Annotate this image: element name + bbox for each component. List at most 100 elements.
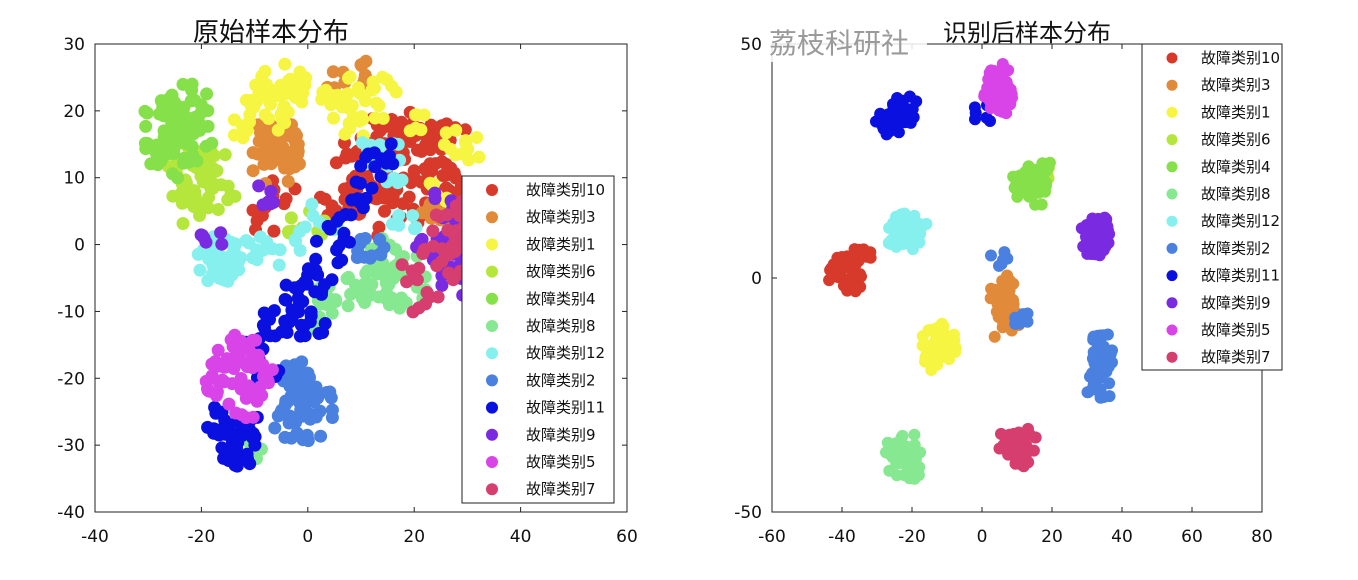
- scatter-point: [275, 403, 289, 417]
- scatter-point: [399, 296, 413, 310]
- legend-label: 故障类别6: [526, 263, 596, 281]
- scatter-point: [395, 173, 409, 187]
- legend-marker: [486, 374, 498, 387]
- series-group: [138, 77, 219, 185]
- scatter-point: [318, 317, 332, 330]
- series-group: [268, 232, 391, 448]
- scatter-point: [310, 234, 323, 248]
- legend-label: 故障类别1: [1201, 103, 1271, 121]
- chart-panel-original: -40 -20 0 20 40 60 -40 -30 -20 -10 0 10 20 30 原始样本分布 故障…: [0, 0, 679, 576]
- scatter-point: [355, 136, 369, 150]
- scatter-point: [325, 306, 339, 320]
- scatter-point: [199, 139, 213, 153]
- scatter-point: [1021, 315, 1034, 328]
- scatter-point: [886, 451, 899, 464]
- scatter-point: [896, 107, 909, 120]
- watermark-text: 荔枝科研社: [769, 22, 928, 62]
- scatter-point: [288, 150, 302, 164]
- scatter-point: [385, 291, 399, 305]
- scatter-point: [417, 108, 431, 122]
- scatter-point: [985, 282, 998, 295]
- y-tick-label: 20: [63, 102, 85, 122]
- scatter-point: [284, 311, 298, 325]
- legend-marker: [486, 184, 498, 196]
- scatter-point: [922, 324, 935, 337]
- series-group: [916, 317, 962, 376]
- scatter-point: [996, 105, 1009, 118]
- scatter-point: [370, 192, 384, 206]
- series-group: [823, 243, 877, 298]
- scatter-point: [848, 257, 861, 270]
- scatter-point: [165, 88, 179, 102]
- scatter-point: [335, 253, 349, 267]
- x-tick-label: 60: [1181, 527, 1203, 547]
- scatter-point: [246, 164, 260, 178]
- scatter-point: [279, 293, 293, 307]
- legend-marker: [1166, 270, 1178, 282]
- scatter-point: [279, 192, 293, 206]
- scatter-point: [1099, 240, 1112, 253]
- x-tick-label: -40: [828, 527, 856, 547]
- scatter-point: [246, 410, 260, 424]
- x-tick-label: -20: [188, 527, 216, 547]
- chart-original-distribution: -40 -20 0 20 40 60 -40 -30 -20 -10 0 10 20 30 原始样本分布故障…: [57, 18, 638, 547]
- legend-marker: [486, 347, 498, 360]
- scatter-point: [267, 195, 280, 209]
- legend-marker: [1166, 351, 1178, 363]
- scatter-point: [222, 397, 236, 411]
- series-group: [880, 428, 927, 485]
- series-group: [882, 207, 933, 256]
- scatter-point: [392, 218, 406, 232]
- scatter-point: [210, 164, 224, 178]
- scatter-point: [908, 428, 921, 441]
- series-group: [1075, 211, 1116, 262]
- scatter-point: [284, 211, 298, 225]
- scatter-point: [408, 222, 421, 236]
- legend-marker: [1166, 188, 1178, 200]
- scatter-point: [1096, 218, 1108, 231]
- scatter-point: [273, 243, 287, 257]
- scatter-point: [412, 261, 426, 275]
- scatter-point: [985, 249, 997, 262]
- scatter-point: [993, 259, 1005, 272]
- scatter-point: [946, 336, 959, 349]
- scatter-point: [217, 375, 231, 389]
- x-tick-label: -60: [758, 527, 786, 547]
- scatter-point: [372, 99, 386, 112]
- scatter-point: [1021, 307, 1034, 320]
- scatter-point: [218, 148, 232, 162]
- scatter-point: [215, 237, 229, 251]
- scatter-point: [377, 241, 391, 254]
- legend-label: 故障类别7: [1201, 348, 1271, 366]
- scatter-point: [327, 111, 340, 125]
- legend-marker: [486, 292, 498, 305]
- legend-marker: [1166, 242, 1178, 254]
- legend-label: 故障类别12: [526, 344, 605, 362]
- scatter-point: [139, 119, 153, 133]
- scatter-point: [166, 189, 180, 203]
- scatter-point: [935, 318, 948, 331]
- scatter-point: [295, 95, 309, 109]
- scatter-point: [367, 146, 381, 160]
- scatter-point: [446, 273, 460, 287]
- scatter-point: [996, 296, 1009, 309]
- scatter-point: [282, 74, 295, 88]
- scatter-point: [883, 222, 896, 234]
- scatter-point: [395, 258, 409, 272]
- scatter-point: [1007, 170, 1020, 183]
- scatter-point: [193, 263, 207, 277]
- scatter-point: [426, 224, 440, 238]
- scatter-point: [408, 171, 422, 185]
- scatter-point: [362, 289, 376, 303]
- legend-marker: [1166, 106, 1178, 118]
- scatter-point: [449, 171, 463, 185]
- scatter-point: [1009, 311, 1022, 324]
- scatter-point: [309, 252, 323, 266]
- scatter-point: [383, 187, 396, 201]
- scatter-point: [282, 394, 295, 408]
- x-tick-label: 0: [977, 527, 988, 547]
- scatter-point: [268, 421, 282, 435]
- scatter-point: [428, 186, 442, 200]
- scatter-point: [907, 459, 920, 472]
- scatter-point: [239, 234, 253, 248]
